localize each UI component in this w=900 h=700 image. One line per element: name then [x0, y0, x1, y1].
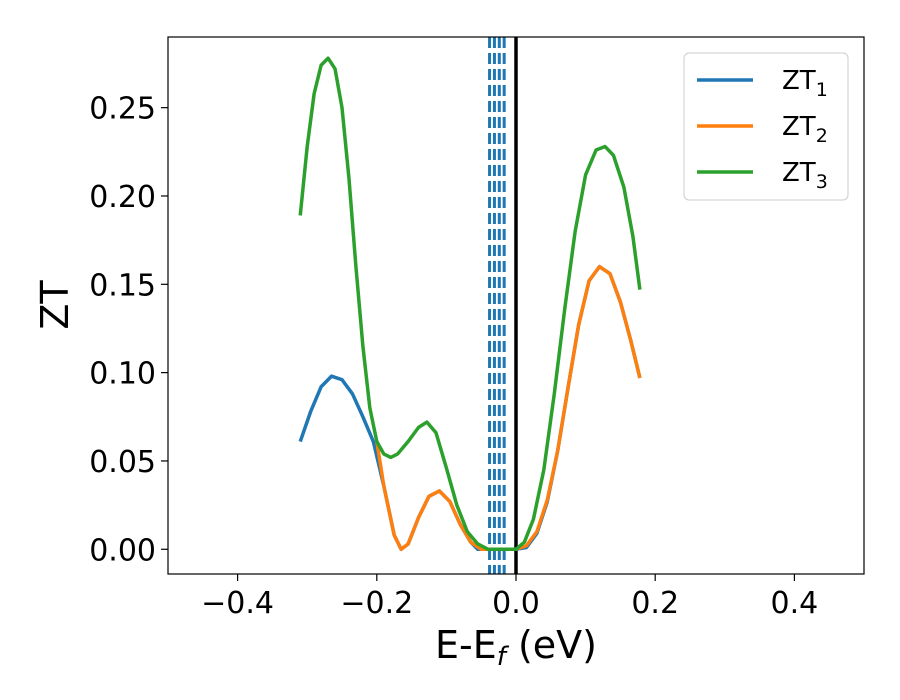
x-axis-title: E-Ef (eV) [435, 623, 597, 672]
series-line-zt2 [375, 264, 642, 552]
y-tick-label: 0.00 [89, 533, 156, 568]
x-tick-label: 0.0 [492, 586, 540, 621]
series-line-zt1 [298, 264, 642, 552]
y-tick-label: 0.05 [89, 445, 156, 480]
legend-box [683, 52, 849, 201]
x-axis-ticks: −0.4 −0.2 0.0 0.2 0.4 [201, 574, 818, 621]
x-tick-label: −0.4 [201, 586, 274, 621]
legend-label-zt3: ZT3 [782, 158, 828, 193]
y-tick-label: 0.20 [89, 180, 156, 215]
legend-label-zt1: ZT1 [782, 66, 828, 101]
y-tick-label: 0.15 [89, 268, 156, 303]
x-tick-label: −0.2 [340, 586, 413, 621]
y-tick-label: 0.25 [89, 92, 156, 127]
x-tick-label: 0.4 [771, 586, 819, 621]
legend: ZT1 ZT2 ZT3 [683, 52, 849, 201]
y-axis-ticks: 0.00 0.05 0.10 0.15 0.20 0.25 [89, 92, 168, 568]
legend-label-zt2: ZT2 [782, 112, 828, 147]
series-line-zt3 [298, 56, 642, 552]
x-tick-label: 0.2 [631, 586, 679, 621]
y-axis-title: ZT [33, 280, 77, 330]
y-tick-label: 0.10 [89, 357, 156, 392]
plot-content [298, 37, 642, 574]
